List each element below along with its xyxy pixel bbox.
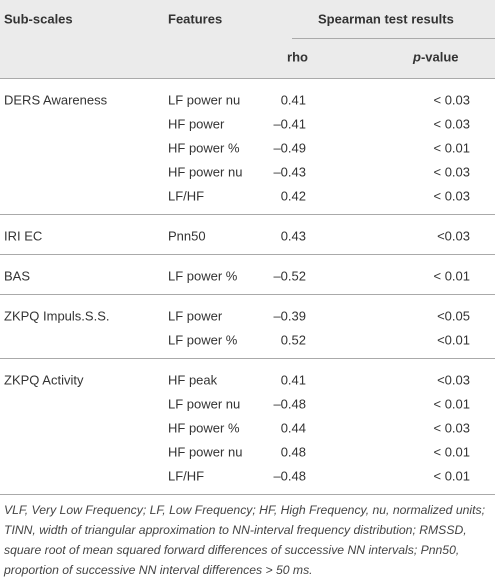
subscale: ZKPQ Activity xyxy=(4,372,84,388)
row-rule xyxy=(0,494,495,495)
feature: HF peak xyxy=(168,372,218,388)
feature: LF/HF xyxy=(168,468,205,484)
row-rule xyxy=(0,254,495,255)
header-background xyxy=(0,0,495,78)
header-pvalue-italic: p xyxy=(413,49,421,65)
feature: LF power nu xyxy=(168,92,241,108)
subscale: ZKPQ Impuls.S.S. xyxy=(4,308,110,324)
header-subscales: Sub-scales xyxy=(4,11,73,27)
feature: HF power xyxy=(168,116,225,132)
p-value: < 0.01 xyxy=(433,268,470,284)
p-value: < 0.03 xyxy=(433,116,470,132)
p-value: <0.03 xyxy=(437,228,470,244)
header-pvalue-rest: -value xyxy=(420,49,459,65)
p-value: <0.03 xyxy=(437,372,470,388)
p-value: < 0.03 xyxy=(433,420,470,436)
header-rule xyxy=(292,38,495,39)
feature: HF power nu xyxy=(168,444,243,460)
header-pvalue: p-value xyxy=(413,50,459,65)
rho-value: 0.43 xyxy=(280,228,306,244)
row-rule xyxy=(0,358,495,359)
p-value: < 0.03 xyxy=(433,164,470,180)
p-value: < 0.03 xyxy=(433,188,470,204)
footnote: VLF, Very Low Frequency; LF, Low Frequen… xyxy=(4,503,485,577)
feature: HF power % xyxy=(168,140,240,156)
p-value: < 0.01 xyxy=(433,468,470,484)
rho-value: 0.41 xyxy=(280,92,306,108)
p-value: < 0.01 xyxy=(433,444,470,460)
rho-value: –0.43 xyxy=(273,164,306,180)
feature: LF power xyxy=(168,308,223,324)
rho-value: 0.48 xyxy=(280,444,306,460)
subscale: DERS Awareness xyxy=(4,92,108,108)
rho-value: 0.41 xyxy=(280,372,306,388)
feature: LF/HF xyxy=(168,188,205,204)
rho-value: 0.44 xyxy=(280,420,306,436)
feature: Pnn50 xyxy=(168,228,206,244)
subscale: BAS xyxy=(4,268,31,284)
feature: LF power % xyxy=(168,332,238,348)
feature: LF power % xyxy=(168,268,238,284)
feature: LF power nu xyxy=(168,396,241,412)
feature: HF power % xyxy=(168,420,240,436)
rho-value: 0.52 xyxy=(280,332,306,348)
rho-value: 0.42 xyxy=(280,188,306,204)
p-value: < 0.01 xyxy=(433,140,470,156)
feature: HF power nu xyxy=(168,164,243,180)
header-features: Features xyxy=(168,11,223,27)
header-spearman: Spearman test results xyxy=(318,11,454,27)
p-value: < 0.01 xyxy=(433,396,470,412)
rho-value: –0.41 xyxy=(273,116,306,132)
rho-value: –0.52 xyxy=(273,268,306,284)
rho-value: –0.48 xyxy=(273,396,306,412)
p-value: < 0.03 xyxy=(433,92,470,108)
p-value: <0.05 xyxy=(437,308,470,324)
p-value: <0.01 xyxy=(437,332,470,348)
subscale: IRI EC xyxy=(4,228,43,244)
rho-value: –0.49 xyxy=(273,140,306,156)
header-rho: rho xyxy=(287,49,308,65)
header-bottom-rule xyxy=(0,78,495,79)
row-rule xyxy=(0,294,495,295)
row-rule xyxy=(0,214,495,215)
rho-value: –0.48 xyxy=(273,468,306,484)
rho-value: –0.39 xyxy=(273,308,306,324)
